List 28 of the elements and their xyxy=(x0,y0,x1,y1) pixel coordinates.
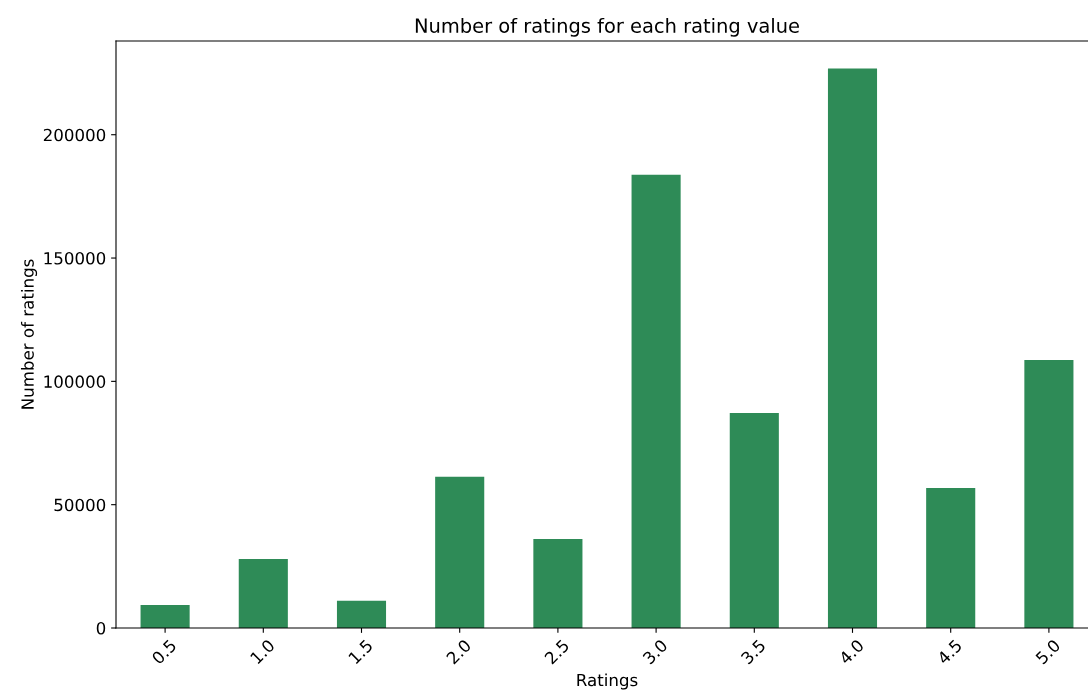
y-tick-label: 0 xyxy=(96,621,106,635)
y-tick-label: 200000 xyxy=(43,128,106,142)
bar xyxy=(238,558,288,628)
bar xyxy=(533,538,583,628)
bar xyxy=(827,68,878,628)
x-tick-label: 0.5 xyxy=(151,638,177,665)
bar xyxy=(435,476,485,628)
y-tick-label: 150000 xyxy=(44,252,106,265)
chart-title: Number of ratings for each rating value xyxy=(415,17,799,37)
y-axis-title: Number of ratings xyxy=(20,259,38,409)
x-tick-label: 3.5 xyxy=(740,638,767,665)
x-axis-title: Ratings xyxy=(577,673,638,690)
x-tick-label: 4.0 xyxy=(838,638,865,666)
bar xyxy=(140,605,190,628)
x-tick-label: 2.0 xyxy=(445,638,472,665)
x-tick-label: 4.5 xyxy=(936,639,963,666)
y-tick-label: 50000 xyxy=(54,498,106,512)
bar xyxy=(729,412,779,628)
x-tick-label: 5.0 xyxy=(1034,638,1061,665)
bar xyxy=(631,174,681,628)
y-tick-label: 100000 xyxy=(44,375,106,388)
x-tick-label: 3.0 xyxy=(642,638,669,665)
bar xyxy=(926,487,976,628)
x-tick-label: 1.0 xyxy=(249,638,276,665)
bar xyxy=(1024,359,1074,628)
x-tick-label: 1.5 xyxy=(348,639,374,665)
bar xyxy=(336,600,387,628)
x-tick-label: 2.5 xyxy=(543,638,570,665)
